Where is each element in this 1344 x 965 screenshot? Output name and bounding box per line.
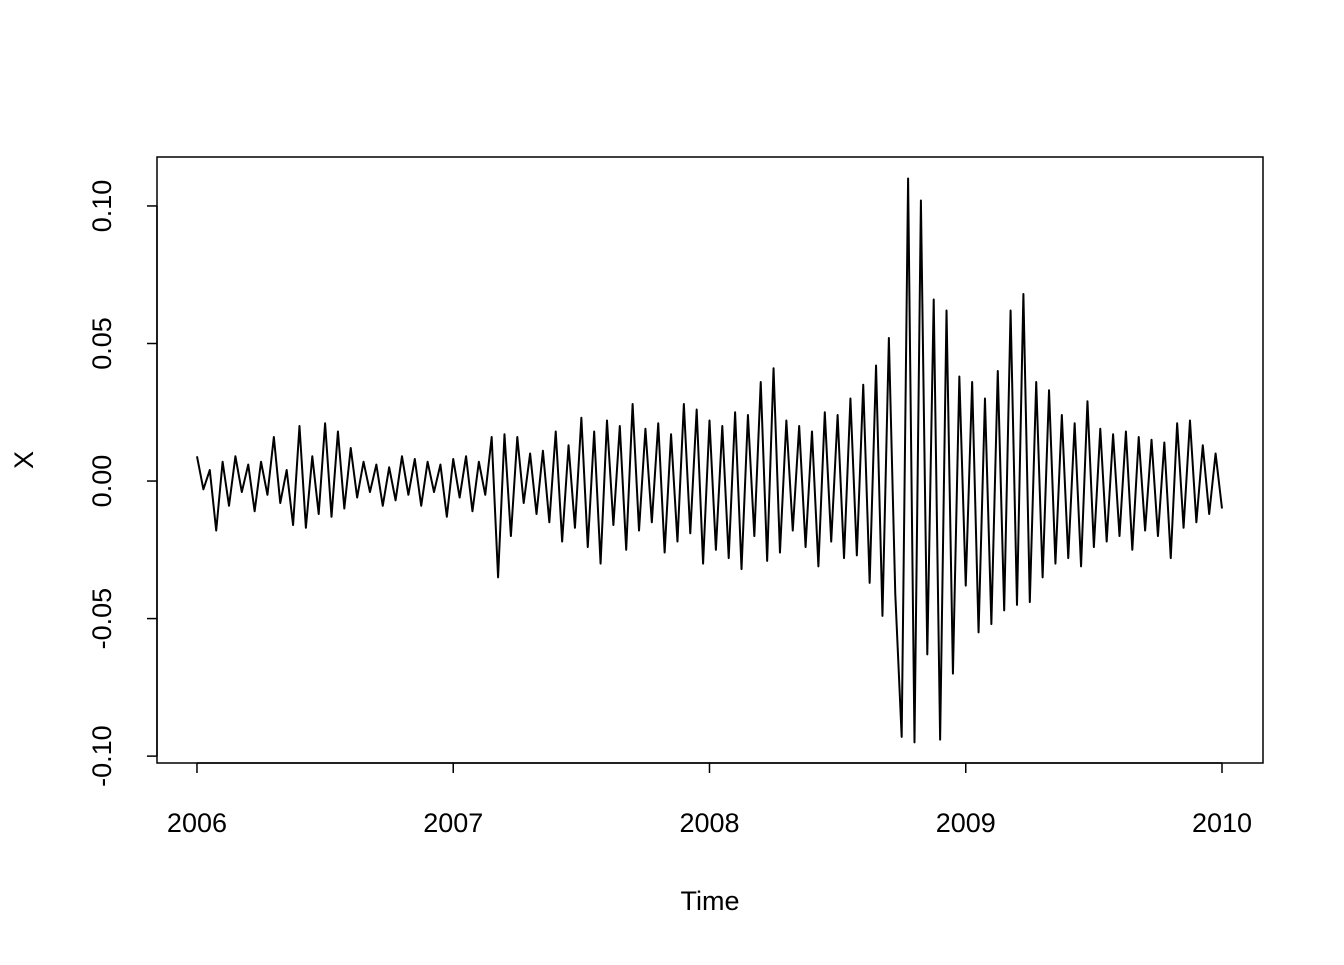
y-tick-label: -0.10: [87, 725, 117, 787]
x-tick-label: 2010: [1192, 808, 1252, 838]
x-tick-label: 2008: [679, 808, 739, 838]
y-tick-label: 0.10: [87, 180, 117, 233]
x-tick-label: 2006: [167, 808, 227, 838]
y-axis-label: X: [9, 451, 39, 469]
x-axis-label: Time: [681, 886, 740, 916]
x-tick-label: 2007: [423, 808, 483, 838]
x-tick-label: 2009: [936, 808, 996, 838]
y-tick-label: 0.05: [87, 317, 117, 370]
y-tick-label: -0.05: [87, 588, 117, 650]
y-tick-label: 0.00: [87, 455, 117, 508]
series-line: [195, 177, 1223, 744]
